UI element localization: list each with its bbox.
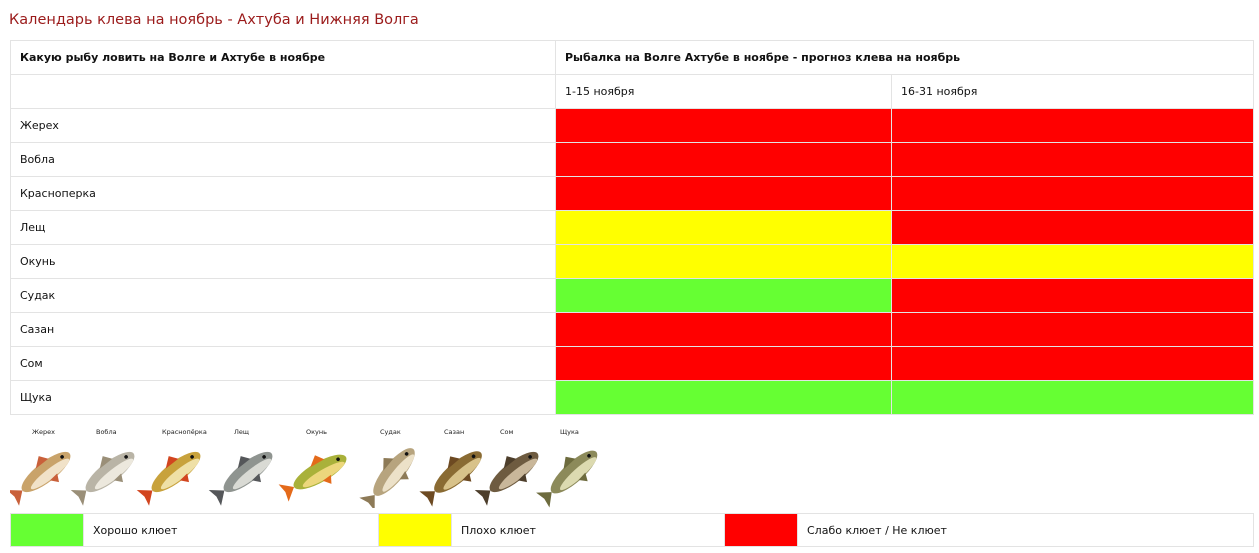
fish-image-label: Лещ [234,428,249,436]
forecast-cell-period-2 [891,210,1254,245]
table-row: Окунь [10,244,1254,279]
zander-fish-icon: Судак [359,428,415,508]
fish-name-cell: Судак [10,278,556,313]
fish-image-label: Краснопёрка [162,428,207,436]
fish-name-cell: Сом [10,346,556,381]
forecast-cell-period-2 [891,380,1254,415]
forecast-cell-period-1 [555,278,892,313]
table-row: Вобла [10,142,1254,177]
catfish-icon: Сом [474,428,539,506]
fish-illustrations-svg: Жерех Вобла Краснопёрка Лещ Окунь Судак Сазан С… [10,428,598,508]
table-header-row: Какую рыбу ловить на Волге и Ахтубе в но… [10,40,1254,75]
fish-name-cell: Вобла [10,142,556,177]
fish-name-cell: Красноперка [10,176,556,211]
fish-name-cell: Жерех [10,108,556,143]
roach-fish-icon: Вобла [70,428,135,506]
asp-fish-icon: Жерех [10,428,71,506]
bream-fish-icon: Лещ [208,428,273,506]
fish-image-label: Сазан [444,428,464,436]
forecast-cell-period-2 [891,346,1254,381]
table-row: Щука [10,380,1254,415]
fish-image-label: Сом [500,428,514,436]
empty-header-cell [10,74,556,109]
legend-weak-label: Слабо клюет / Не клюет [797,513,1254,547]
table-row: Сазан [10,312,1254,347]
legend: Хорошо клюет Плохо клюет Слабо клюет / Н… [10,513,1254,547]
bite-calendar-table: Какую рыбу ловить на Волге и Ахтубе в но… [10,40,1254,415]
fish-name-cell: Окунь [10,244,556,279]
forecast-column-header: Рыбалка на Волге Ахтубе в ноябре - прогн… [555,40,1254,75]
table-row: Лещ [10,210,1254,245]
period-2-header: 16-31 ноября [891,74,1254,109]
forecast-cell-period-1 [555,346,892,381]
fish-image-label: Вобла [96,428,117,436]
table-row: Красноперка [10,176,1254,211]
fish-image-label: Жерех [32,428,55,436]
table-row: Судак [10,278,1254,313]
table-row: Сом [10,346,1254,381]
carp-fish-icon: Сазан [419,428,482,507]
forecast-cell-period-2 [891,108,1254,143]
pike-fish-icon: Щука [536,428,598,508]
table-row: Жерех [10,108,1254,143]
legend-good-label: Хорошо клюет [83,513,379,547]
legend-bad-swatch [378,513,452,547]
forecast-cell-period-2 [891,176,1254,211]
forecast-cell-period-2 [891,244,1254,279]
legend-bad-label: Плохо клюет [451,513,725,547]
forecast-cell-period-1 [555,244,892,279]
fish-column-header: Какую рыбу ловить на Волге и Ахтубе в но… [10,40,556,75]
fish-image-label: Судак [380,428,401,436]
forecast-cell-period-1 [555,108,892,143]
fish-illustrations: Жерех Вобла Краснопёрка Лещ Окунь Судак Сазан С… [10,424,610,508]
fish-image-label: Щука [560,428,579,436]
forecast-cell-period-1 [555,312,892,347]
fish-name-cell: Щука [10,380,556,415]
rudd-fish-icon: Краснопёрка [136,428,207,506]
period-1-header: 1-15 ноября [555,74,892,109]
page-title: Календарь клева на ноябрь - Ахтуба и Ниж… [9,12,419,28]
forecast-cell-period-1 [555,142,892,177]
forecast-cell-period-1 [555,380,892,415]
forecast-cell-period-1 [555,210,892,245]
forecast-cell-period-2 [891,278,1254,313]
perch-fish-icon: Окунь [278,428,347,502]
legend-good-swatch [10,513,84,547]
legend-weak-swatch [724,513,798,547]
forecast-cell-period-2 [891,142,1254,177]
bite-calendar-body: Какую рыбу ловить на Волге и Ахтубе в но… [10,40,1254,415]
fish-image-label: Окунь [306,428,327,436]
forecast-cell-period-1 [555,176,892,211]
period-header-row: 1-15 ноября 16-31 ноября [10,74,1254,109]
legend-row: Хорошо клюет Плохо клюет Слабо клюет / Н… [10,513,1254,547]
fish-name-cell: Сазан [10,312,556,347]
forecast-cell-period-2 [891,312,1254,347]
fish-name-cell: Лещ [10,210,556,245]
